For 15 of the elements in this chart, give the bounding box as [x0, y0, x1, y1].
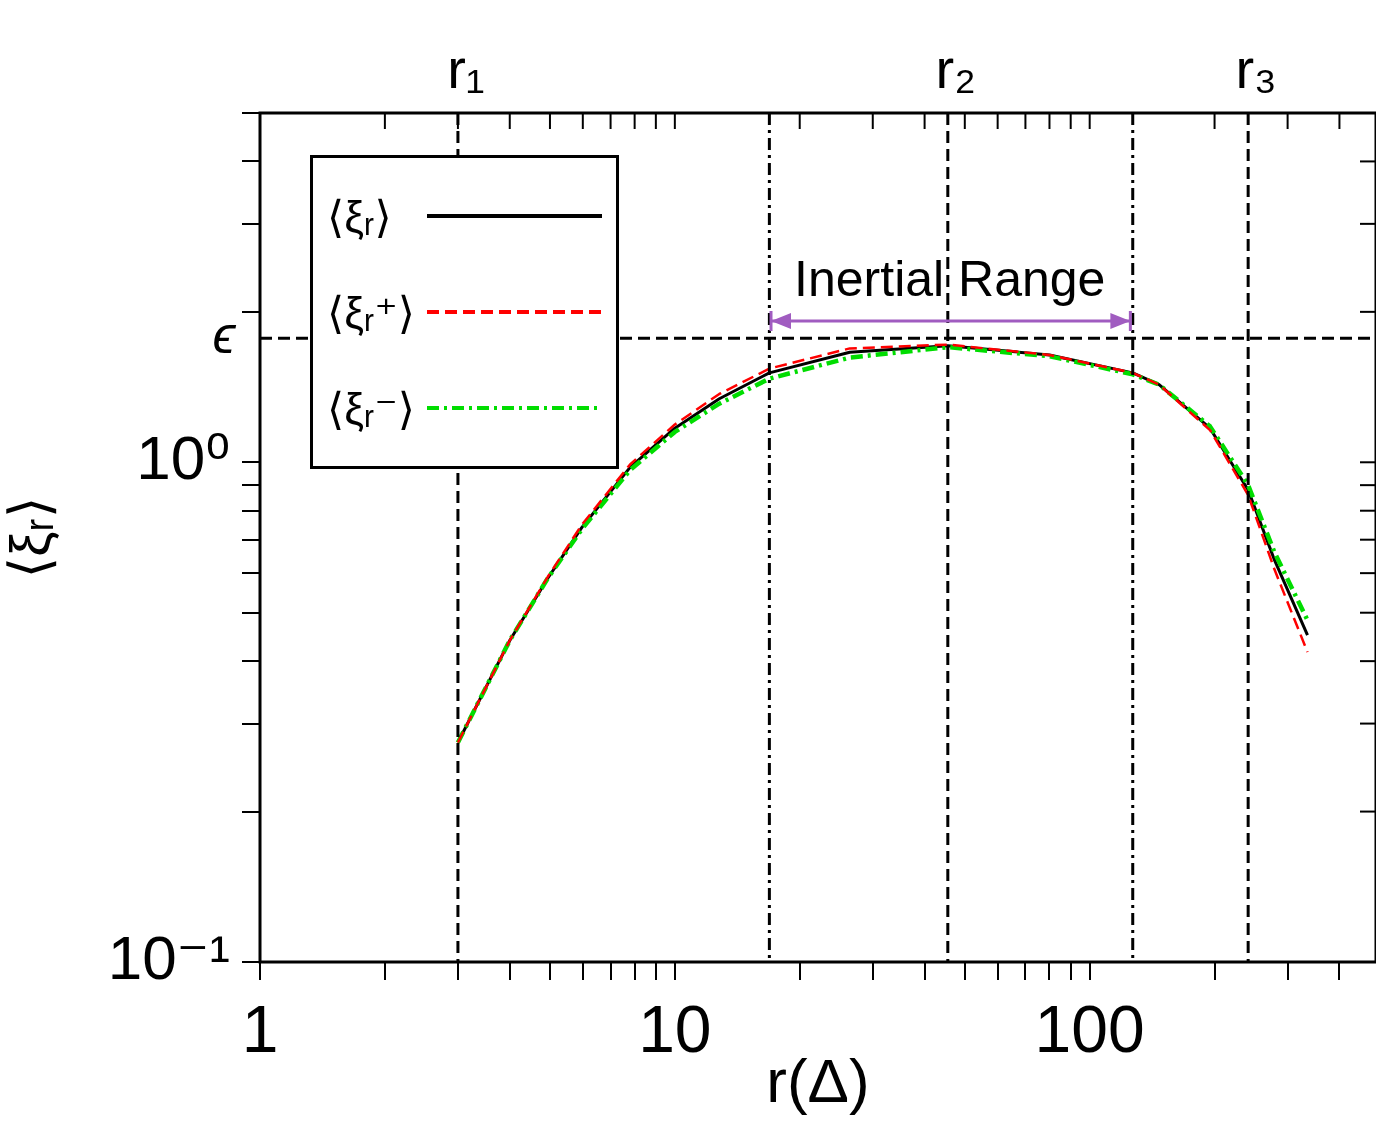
y-tick-label: 10⁻¹: [107, 923, 230, 993]
legend-label: ⟨ξᵣ⁺⟩: [327, 286, 416, 338]
x-tick-label: 100: [1034, 991, 1145, 1066]
x-tick-label: 10: [638, 991, 712, 1066]
ref-line-label: r₃: [1235, 37, 1277, 101]
legend-label: ⟨ξᵣ⟩: [327, 190, 393, 242]
annotation: Inertial Range: [793, 250, 1107, 307]
x-tick-label: 1: [241, 991, 279, 1066]
ref-line-label: ϵ: [212, 305, 237, 364]
ref-line-label: r₁: [447, 37, 485, 101]
x-axis-title: r(Δ): [766, 1045, 870, 1115]
y-axis-title: ⟨ξᵣ⟩: [0, 496, 62, 579]
legend-label: ⟨ξᵣ⁻⟩: [327, 382, 416, 434]
y-tick-label: 10⁰: [136, 423, 230, 493]
ref-line-label: r₂: [935, 37, 976, 101]
